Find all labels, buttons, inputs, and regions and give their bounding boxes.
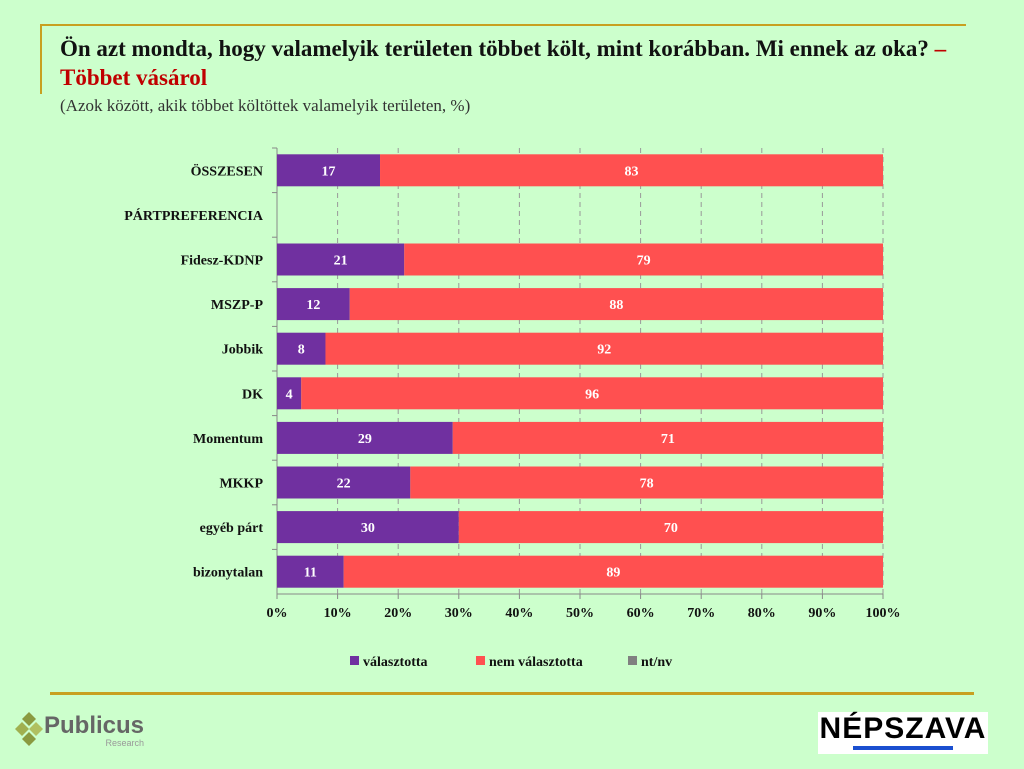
- data-label: 22: [337, 477, 351, 492]
- category-label: bizonytalan: [193, 566, 263, 581]
- legend-swatch: [628, 656, 637, 665]
- x-tick-label: 30%: [445, 606, 473, 621]
- category-label: ÖSSZESEN: [191, 162, 263, 179]
- category-label: Momentum: [193, 432, 263, 447]
- data-label: 83: [625, 164, 639, 179]
- bottom-rule: [50, 692, 974, 695]
- publicus-diamond-icon: [15, 712, 43, 746]
- x-tick-label: 0%: [267, 606, 288, 621]
- category-label: MKKP: [219, 477, 263, 492]
- bar-segment: [458, 511, 883, 544]
- bar-segment: [277, 243, 405, 276]
- legend-swatch: [476, 656, 485, 665]
- data-label: 8: [298, 343, 305, 358]
- chart-subtitle: (Azok között, akik többet költöttek vala…: [60, 96, 471, 115]
- data-label: 4: [286, 387, 293, 402]
- bar-segment: [277, 555, 344, 588]
- data-label: 70: [664, 521, 678, 536]
- bar-segment: [410, 466, 883, 499]
- data-label: 21: [334, 254, 348, 269]
- x-tick-label: 80%: [748, 606, 776, 621]
- nepszava-logo: NÉPSZAVA: [818, 712, 988, 754]
- bar-segment: [343, 555, 883, 588]
- x-tick-label: 10%: [324, 606, 352, 621]
- category-label: Fidesz-KDNP: [181, 254, 264, 269]
- data-label: 88: [609, 298, 623, 313]
- bar-segment: [277, 332, 326, 365]
- bar-segment: [325, 332, 884, 365]
- legend-label: nem választotta: [489, 655, 583, 670]
- data-label: 79: [637, 254, 651, 269]
- data-label: 92: [597, 343, 611, 358]
- data-label: 17: [322, 164, 336, 179]
- category-label: PÁRTPREFERENCIA: [124, 207, 264, 224]
- chart-title: Ön azt mondta, hogy valamelyik területen…: [60, 36, 947, 90]
- bar-segment: [349, 288, 884, 321]
- bar-segment: [277, 154, 381, 187]
- data-label: 30: [361, 521, 375, 536]
- data-label: 11: [304, 566, 317, 581]
- x-tick-label: 50%: [566, 606, 594, 621]
- x-tick-label: 60%: [627, 606, 655, 621]
- x-tick-label: 70%: [687, 606, 715, 621]
- bar-segment: [404, 243, 883, 276]
- bar-segment: [277, 511, 459, 544]
- data-label: 29: [358, 432, 372, 447]
- category-label: Jobbik: [222, 343, 263, 358]
- data-label: 96: [585, 387, 599, 402]
- bar-segment: [277, 288, 350, 321]
- category-label: DK: [242, 387, 263, 402]
- x-tick-label: 40%: [505, 606, 533, 621]
- data-label: 78: [640, 477, 654, 492]
- legend-label: nt/nv: [641, 655, 672, 670]
- bar-segment: [301, 377, 883, 410]
- bar-segment: [277, 421, 453, 454]
- category-label: MSZP-P: [211, 298, 264, 313]
- x-tick-label: 90%: [808, 606, 836, 621]
- bar-chart: 0% 10% 20% 30% 40% 50% 60% 70% 80% 90% 100% ÖSSZESE…: [124, 147, 901, 670]
- bar-segment: [452, 421, 883, 454]
- left-rule: [40, 24, 42, 94]
- publicus-logo: Publicus Research: [14, 712, 144, 750]
- data-label: 71: [661, 432, 675, 447]
- bar-segment: [380, 154, 883, 187]
- x-tick-label: 20%: [384, 606, 412, 621]
- bar-segment: [277, 377, 302, 410]
- legend-swatch: [350, 656, 359, 665]
- bar-segment: [277, 466, 411, 499]
- data-label: 89: [606, 566, 620, 581]
- legend-label: választotta: [363, 655, 428, 670]
- data-label: 12: [306, 298, 320, 313]
- category-label: egyéb párt: [200, 521, 264, 536]
- top-rule: [40, 24, 966, 26]
- x-tick-label: 100%: [866, 606, 901, 621]
